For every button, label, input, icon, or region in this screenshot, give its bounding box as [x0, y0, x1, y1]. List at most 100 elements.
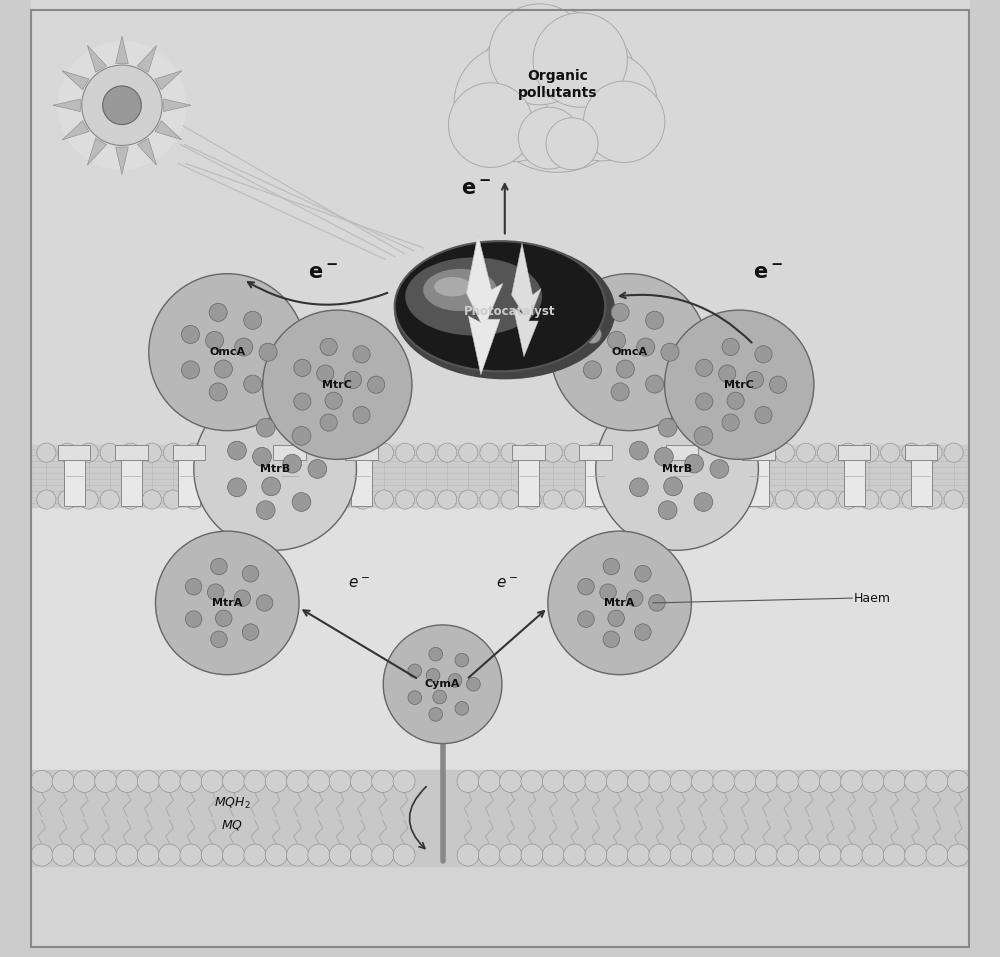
- Circle shape: [630, 478, 648, 497]
- Bar: [273, 445, 306, 460]
- Circle shape: [606, 770, 628, 792]
- Circle shape: [181, 361, 200, 379]
- Circle shape: [670, 844, 692, 866]
- Text: Organic
pollutants: Organic pollutants: [518, 69, 597, 100]
- Polygon shape: [164, 99, 191, 112]
- Circle shape: [253, 448, 271, 466]
- Circle shape: [320, 338, 337, 355]
- Polygon shape: [137, 138, 157, 166]
- Polygon shape: [155, 121, 182, 140]
- Text: $e^-$: $e^-$: [348, 576, 370, 591]
- Circle shape: [185, 611, 202, 628]
- Circle shape: [713, 770, 735, 792]
- Text: OmcA: OmcA: [611, 347, 647, 357]
- Bar: [121, 446, 142, 506]
- Circle shape: [137, 770, 159, 792]
- Circle shape: [244, 770, 266, 792]
- Polygon shape: [87, 45, 107, 73]
- Circle shape: [902, 443, 921, 462]
- Circle shape: [383, 625, 502, 744]
- Circle shape: [926, 844, 948, 866]
- Circle shape: [860, 443, 879, 462]
- Circle shape: [433, 690, 447, 703]
- Circle shape: [608, 610, 624, 627]
- Circle shape: [501, 490, 520, 509]
- Circle shape: [408, 664, 422, 678]
- Circle shape: [542, 770, 564, 792]
- Circle shape: [883, 844, 905, 866]
- Text: OmcA: OmcA: [209, 347, 245, 357]
- Circle shape: [585, 443, 605, 462]
- Bar: [742, 445, 775, 460]
- Circle shape: [691, 490, 710, 509]
- Circle shape: [500, 844, 522, 866]
- Circle shape: [311, 443, 330, 462]
- Circle shape: [209, 303, 227, 322]
- Circle shape: [551, 274, 708, 431]
- Bar: [64, 446, 85, 506]
- Circle shape: [37, 490, 56, 509]
- Circle shape: [223, 844, 245, 866]
- Circle shape: [374, 490, 394, 509]
- Circle shape: [95, 844, 117, 866]
- Circle shape: [211, 631, 227, 648]
- Circle shape: [426, 669, 440, 682]
- Bar: [905, 445, 937, 460]
- Circle shape: [543, 443, 562, 462]
- Circle shape: [478, 770, 500, 792]
- Circle shape: [227, 443, 246, 462]
- Circle shape: [658, 418, 677, 437]
- Circle shape: [242, 566, 259, 582]
- Circle shape: [796, 490, 815, 509]
- Circle shape: [798, 844, 820, 866]
- Circle shape: [664, 477, 682, 496]
- Circle shape: [320, 414, 337, 432]
- Text: MtrC: MtrC: [724, 380, 754, 389]
- Polygon shape: [116, 147, 128, 174]
- Circle shape: [317, 365, 334, 382]
- Bar: [279, 446, 300, 506]
- Circle shape: [796, 443, 815, 462]
- Bar: [585, 446, 606, 506]
- Circle shape: [755, 345, 772, 363]
- Circle shape: [480, 443, 499, 462]
- Circle shape: [691, 844, 713, 866]
- Circle shape: [611, 383, 629, 401]
- Bar: [911, 446, 932, 506]
- Bar: [351, 446, 372, 506]
- Circle shape: [142, 443, 161, 462]
- Circle shape: [201, 844, 223, 866]
- Text: $\mathbf{e^-}$: $\mathbf{e^-}$: [753, 263, 783, 282]
- Bar: [579, 445, 612, 460]
- Circle shape: [583, 325, 601, 344]
- Text: $MQH_2$: $MQH_2$: [214, 796, 250, 812]
- Circle shape: [248, 443, 267, 462]
- Circle shape: [455, 654, 469, 667]
- Circle shape: [459, 490, 478, 509]
- Circle shape: [841, 844, 863, 866]
- Circle shape: [206, 490, 225, 509]
- Circle shape: [665, 310, 814, 459]
- Circle shape: [646, 375, 664, 393]
- Circle shape: [292, 427, 311, 445]
- Circle shape: [628, 844, 650, 866]
- Circle shape: [103, 86, 141, 124]
- Circle shape: [58, 41, 186, 169]
- Circle shape: [149, 274, 306, 431]
- Circle shape: [630, 441, 648, 460]
- Circle shape: [839, 443, 858, 462]
- Circle shape: [547, 50, 657, 161]
- Circle shape: [606, 443, 626, 462]
- Circle shape: [522, 490, 541, 509]
- Circle shape: [661, 344, 679, 361]
- Circle shape: [902, 490, 921, 509]
- Bar: [838, 445, 870, 460]
- Circle shape: [454, 45, 571, 162]
- Ellipse shape: [395, 241, 605, 371]
- Circle shape: [417, 490, 436, 509]
- Circle shape: [185, 490, 204, 509]
- Circle shape: [649, 490, 668, 509]
- Circle shape: [696, 393, 713, 411]
- Circle shape: [944, 490, 963, 509]
- Circle shape: [332, 443, 351, 462]
